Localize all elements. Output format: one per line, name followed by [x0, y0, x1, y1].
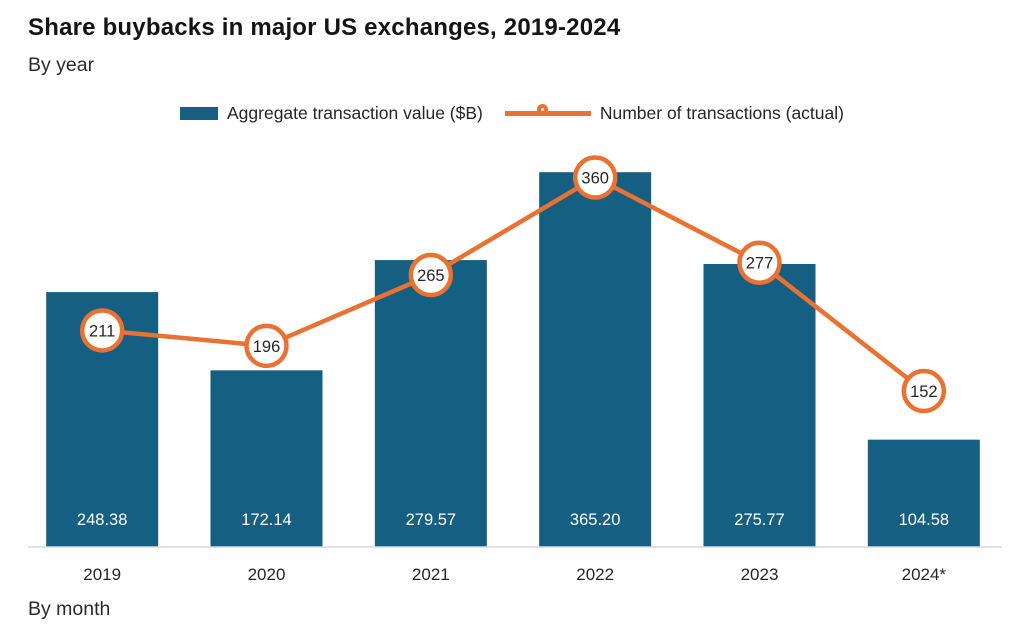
line-series-line-glyph — [504, 111, 591, 116]
chart-subtitle: By year — [28, 54, 95, 76]
bar-2022 — [539, 172, 652, 548]
line-marker-2024* — [901, 368, 947, 414]
legend-label-line-series: Number of transactions (actual) — [599, 103, 844, 123]
line-value-label-2019: 211 — [89, 322, 115, 340]
bar-value-label-2023: 275.77 — [734, 511, 784, 529]
by-month-label: By month — [28, 598, 111, 620]
legend-label-bar-series: Aggregate transaction value ($B) — [227, 103, 483, 123]
x-axis-label-2020: 2020 — [248, 565, 286, 584]
bar-value-label-2019: 248.38 — [77, 511, 127, 529]
bar-2021 — [374, 260, 487, 547]
line-value-label-2021: 265 — [417, 267, 445, 285]
chart-title: Share buybacks in major US exchanges, 20… — [28, 14, 621, 41]
line-marker-2019 — [79, 308, 125, 353]
bar-2024* — [867, 439, 980, 547]
bar-value-label-2024*: 104.58 — [899, 511, 949, 529]
line-value-label-2023: 277 — [746, 255, 774, 273]
bar-2023 — [703, 263, 816, 547]
bar-series-swatch-icon — [180, 107, 218, 120]
line-value-label-2022: 360 — [581, 170, 609, 188]
line-marker-2022 — [572, 155, 618, 200]
bar-2020 — [210, 370, 323, 547]
line-marker-2023 — [737, 240, 782, 285]
line-series-marker-icon — [504, 103, 591, 124]
x-axis-label-2024*: 2024* — [902, 565, 947, 584]
legend-item-line-series: Number of transactions (actual) — [504, 103, 844, 124]
x-axis-label-2021: 2021 — [412, 565, 450, 584]
line-value-label-2020: 196 — [253, 338, 281, 356]
x-axis-label-2023: 2023 — [741, 565, 779, 584]
line-marker-2020 — [244, 323, 289, 369]
combo-chart: 211 196 265 360 277 152 248.38 172.14 279.57 365.… — [28, 155, 1002, 584]
line-value-label-2024*: 152 — [910, 383, 938, 401]
line-marker-2021 — [408, 252, 454, 298]
bar-value-label-2021: 279.57 — [406, 511, 456, 529]
line-series-dot-glyph — [536, 104, 548, 115]
chart-legend: Aggregate transaction value ($B) Number … — [0, 103, 1024, 124]
bar-value-label-2022: 365.20 — [570, 511, 620, 529]
bar-value-label-2020: 172.14 — [241, 511, 291, 529]
x-axis-label-2022: 2022 — [576, 565, 614, 584]
x-axis-label-2019: 2019 — [83, 565, 121, 584]
line-series-path — [99, 175, 927, 394]
legend-item-bar-series: Aggregate transaction value ($B) — [180, 103, 483, 124]
